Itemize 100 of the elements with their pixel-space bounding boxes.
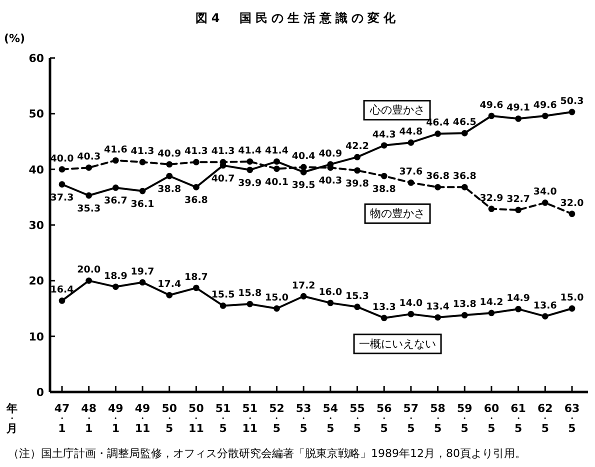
- data-label: 41.3: [130, 146, 154, 158]
- point: [193, 158, 200, 166]
- point: [139, 158, 146, 166]
- data-label: 39.9: [238, 178, 262, 189]
- x-tick-label: 62・5: [538, 402, 553, 435]
- data-label: 36.8: [426, 171, 450, 182]
- data-label: 13.8: [452, 299, 477, 310]
- data-label: 32.9: [480, 192, 504, 204]
- point: [568, 305, 576, 312]
- data-label: 15.0: [265, 292, 289, 304]
- point: [515, 306, 522, 312]
- data-label: 14.2: [480, 296, 504, 308]
- y-tick-label: 60: [28, 52, 44, 65]
- x-tick-label: 55・5: [350, 402, 365, 435]
- data-label: 42.2: [346, 141, 369, 152]
- data-label: 15.8: [238, 288, 262, 300]
- data-label: 40.1: [265, 176, 288, 188]
- text: （注）国土庁計画・調整局監修，オフィス分散研究会編著「脱東京戦略」1989年12月，80頁より引用。: [8, 447, 526, 460]
- data-label: 17.4: [158, 279, 182, 290]
- data-label: 13.3: [372, 302, 396, 313]
- x-tick-label: 51・5: [215, 402, 231, 435]
- x-tick-label: 49・11: [134, 402, 150, 435]
- point: [408, 179, 414, 186]
- data-label: 13.4: [426, 301, 450, 312]
- data-label: 40.4: [292, 151, 316, 162]
- x-tick-label: 61・5: [510, 402, 526, 435]
- point: [380, 172, 388, 180]
- x-tick-label: 60・5: [484, 402, 500, 435]
- data-label: 40.3: [318, 176, 342, 187]
- point: [408, 310, 414, 318]
- point: [354, 304, 360, 310]
- point: [542, 313, 548, 320]
- data-label: 41.3: [184, 146, 208, 158]
- x-tick-label: 50・5: [162, 402, 178, 435]
- point: [434, 184, 441, 190]
- data-label: 32.0: [560, 198, 584, 209]
- point: [166, 172, 173, 180]
- data-label: 44.3: [372, 129, 396, 140]
- data-label: 49.1: [506, 102, 530, 114]
- x-tick-label: 57・5: [403, 402, 419, 435]
- point: [488, 310, 495, 316]
- y-tick-label: 10: [28, 330, 44, 344]
- data-label: 18.7: [184, 272, 208, 283]
- data-label: 50.3: [560, 96, 584, 107]
- data-label: 17.2: [292, 280, 316, 292]
- data-label: 44.8: [399, 126, 424, 138]
- data-label: 16.4: [50, 284, 74, 296]
- point: [461, 184, 468, 190]
- y-tick-label: 20: [28, 274, 44, 288]
- point: [354, 167, 360, 174]
- point: [434, 314, 441, 321]
- data-label: 15.5: [211, 290, 235, 301]
- x-tick-label: 52・5: [269, 402, 284, 435]
- series-label: 一概にいえない: [359, 337, 436, 350]
- data-label: 36.8: [452, 171, 477, 182]
- point: [380, 142, 388, 149]
- x-tick-label: 47・1: [54, 402, 70, 435]
- x-tick-label: 50・11: [188, 402, 204, 435]
- point: [568, 210, 576, 218]
- series-label: 物の豊かさ: [370, 207, 426, 220]
- data-label: 36.1: [130, 199, 154, 210]
- point: [246, 166, 254, 174]
- point: [58, 298, 66, 304]
- x-axis-title: 年・月: [6, 402, 18, 435]
- data-label: 32.7: [506, 194, 530, 205]
- data-label: 34.0: [533, 186, 558, 198]
- y-tick-label: 0: [36, 386, 44, 399]
- x-tick-label: 49・1: [108, 402, 124, 435]
- point: [327, 300, 334, 306]
- point: [434, 130, 441, 137]
- data-label: 39.5: [292, 180, 316, 192]
- y-tick-label: 40: [28, 163, 44, 176]
- data-label: 18.9: [104, 270, 128, 282]
- data-label: 49.6: [533, 100, 558, 111]
- data-label: 36.7: [104, 196, 128, 207]
- point: [246, 158, 254, 165]
- point: [246, 300, 254, 308]
- data-label: 38.8: [158, 184, 182, 196]
- data-label: 41.4: [238, 146, 262, 157]
- point: [300, 293, 307, 300]
- point: [300, 164, 307, 170]
- point: [488, 112, 495, 120]
- point: [193, 184, 200, 190]
- point: [515, 115, 522, 122]
- data-label: 13.6: [533, 300, 558, 312]
- x-tick-label: 63・5: [564, 402, 580, 435]
- data-label: 37.3: [50, 192, 74, 204]
- point: [488, 206, 495, 212]
- data-label: 19.7: [130, 266, 154, 278]
- data-label: 38.8: [372, 184, 396, 196]
- point: [86, 192, 92, 199]
- data-label: 20.0: [77, 264, 101, 276]
- point: [58, 181, 66, 188]
- point: [542, 112, 548, 120]
- data-label: 40.9: [158, 148, 182, 160]
- data-label: 36.8: [184, 195, 208, 206]
- chart-title: 図4 国民の生活意識の変化: [195, 11, 400, 25]
- data-label: 49.6: [480, 100, 504, 111]
- point: [139, 279, 146, 286]
- point: [166, 161, 173, 168]
